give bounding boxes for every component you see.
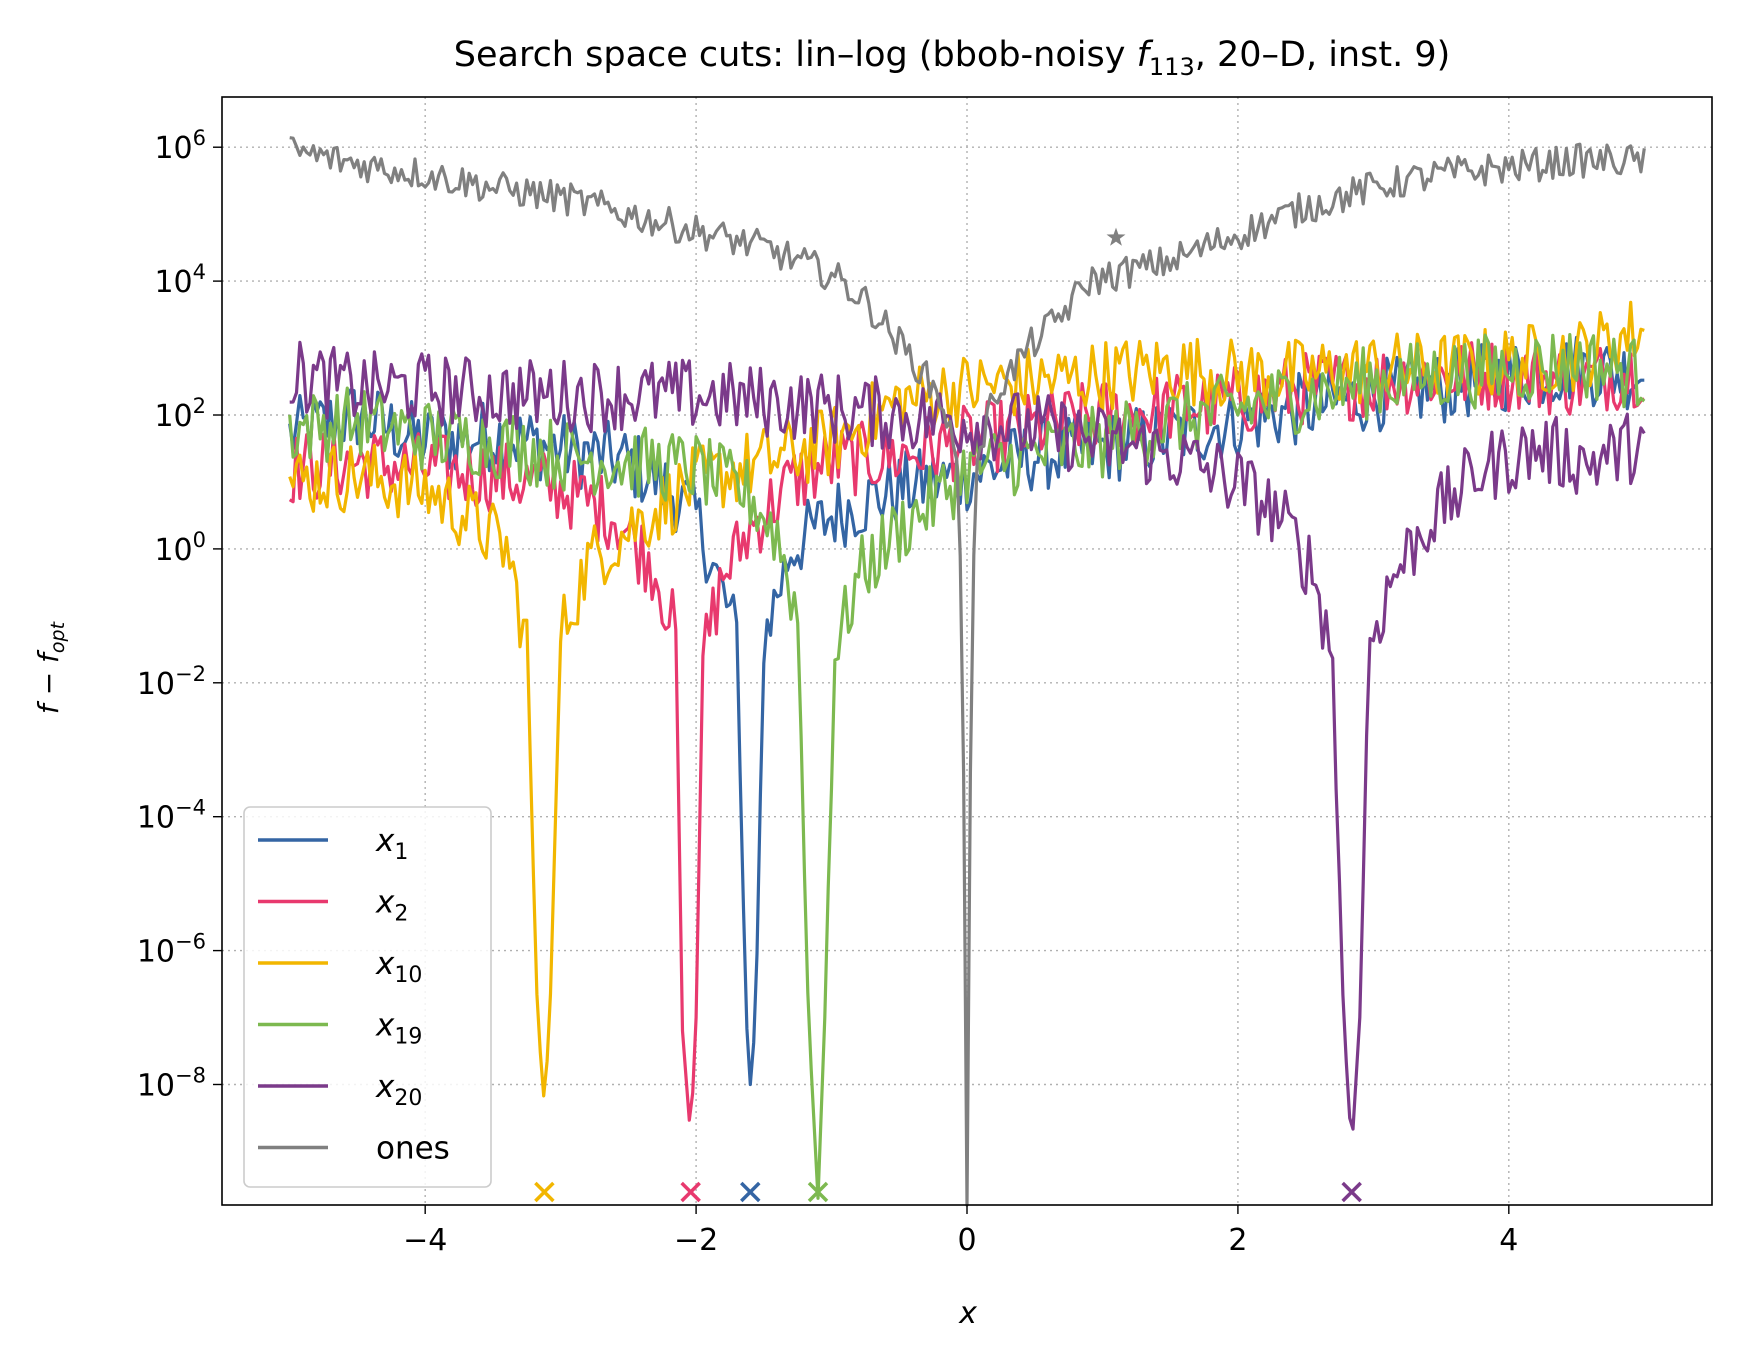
legend-label: x10 — [375, 946, 422, 988]
optimum-marker-x10 — [534, 1181, 555, 1203]
x-axis-label: x — [958, 1296, 977, 1331]
ones-star-marker — [1106, 227, 1126, 246]
y-tick-label: 10−2 — [137, 662, 206, 702]
x-tick-label: −2 — [674, 1223, 718, 1258]
legend-label: x19 — [375, 1008, 422, 1050]
y-axis-label: f − fopt — [32, 620, 69, 714]
y-tick-label: 102 — [154, 394, 206, 434]
legend-label: x20 — [375, 1069, 422, 1111]
y-tick-label: 104 — [154, 260, 206, 300]
chart-title: Search space cuts: lin–log (bbob-noisy f… — [454, 35, 1451, 81]
y-axis-ticks: 106 104 102 100 10−2 10−4 10−6 10−8 — [137, 126, 222, 1103]
x-tick-label: 0 — [957, 1223, 976, 1258]
optimum-marker-x20 — [1341, 1181, 1362, 1203]
x-tick-label: 2 — [1228, 1223, 1247, 1258]
y-tick-label: 10−4 — [137, 796, 206, 836]
legend: x1 x2 x10 x19 x20 ones — [243, 806, 492, 1188]
x-tick-label: −4 — [403, 1223, 447, 1258]
optimum-marker-x1 — [740, 1181, 761, 1203]
legend-label: x2 — [375, 885, 408, 927]
x-axis-ticks: −4 −2 0 2 4 — [403, 1205, 1518, 1258]
legend-label: x1 — [375, 823, 408, 865]
x-tick-label: 4 — [1499, 1223, 1518, 1258]
series-line-2 — [288, 341, 1646, 1122]
optimum-markers — [534, 227, 1362, 1203]
optimum-marker-x2 — [680, 1181, 701, 1203]
optimum-marker-x19 — [807, 1181, 829, 1203]
series-line-20 — [289, 340, 1646, 1131]
legend-box — [243, 806, 492, 1188]
y-tick-label: 106 — [154, 126, 206, 166]
y-tick-label: 10−6 — [137, 930, 206, 970]
legend-label: ones — [376, 1131, 450, 1167]
y-tick-label: 100 — [154, 528, 206, 568]
y-tick-label: 10−8 — [137, 1063, 206, 1103]
series-line-10 — [288, 300, 1645, 1098]
